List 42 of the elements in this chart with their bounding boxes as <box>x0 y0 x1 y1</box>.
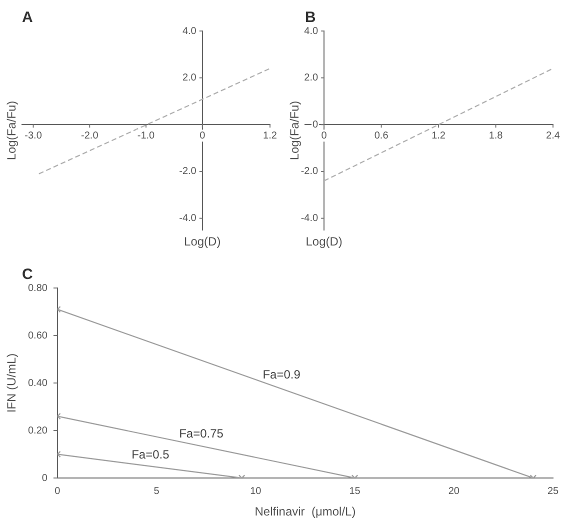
x-tick-label: -3.0 <box>24 130 42 142</box>
x-tick-label: 0 <box>200 130 206 142</box>
chart-title: B <box>305 9 316 26</box>
chart-title: C <box>22 266 33 284</box>
x-tick-label: 1.2 <box>263 130 278 142</box>
series-label: Fa=0.9 <box>262 368 301 382</box>
x-axis-title: Log(D) <box>306 234 342 248</box>
x-tick-label: 0 <box>321 130 328 142</box>
x-tick-label: -2.0 <box>81 130 99 142</box>
y-tick-label: 0.20 <box>28 425 48 436</box>
y-axis-title: Log(Fa/Fu) <box>4 100 18 160</box>
x-tick-label: 15 <box>349 486 361 497</box>
series-label: Fa=0.5 <box>132 447 170 462</box>
y-tick-label: 0.40 <box>28 378 48 389</box>
x-tick-label: 20 <box>448 486 460 497</box>
x-tick-label: 0.6 <box>374 130 389 142</box>
y-tick-label: -4.0 <box>179 213 197 224</box>
y-tick-label: 0.60 <box>28 330 48 342</box>
x-tick-label: 1.2 <box>432 130 446 142</box>
x-tick-label: 25 <box>547 486 559 497</box>
y-tick-label: 0 <box>42 472 48 484</box>
x-tick-label: 2.4 <box>546 130 560 142</box>
y-tick-label: 0.80 <box>28 282 48 294</box>
y-tick-label: 2.0 <box>182 72 197 84</box>
y-axis-title: Log(Fa/Fu) <box>287 100 302 160</box>
chart-title: A <box>22 9 33 26</box>
x-axis-title: Nelfinavir (μmol/L) <box>254 504 356 518</box>
y-tick-label: 4.0 <box>182 26 197 37</box>
x-axis-title: Log(D) <box>184 234 221 248</box>
y-tick-label: 4.0 <box>304 26 319 37</box>
x-tick-label: -1.0 <box>137 130 156 142</box>
y-tick-label: -4.0 <box>300 213 319 224</box>
y-axis-title: IFN (U/mL) <box>4 353 18 413</box>
x-tick-label: 0 <box>54 486 61 497</box>
series-label: Fa=0.75 <box>179 426 224 440</box>
x-tick-label: 1.8 <box>488 130 504 142</box>
y-tick-label: -2.0 <box>300 166 319 178</box>
x-tick-label: 5 <box>154 486 160 497</box>
y-tick-label: 0 <box>312 119 319 130</box>
y-tick-label: 2.0 <box>304 72 319 84</box>
y-tick-label: -2.0 <box>179 166 197 178</box>
x-tick-label: 10 <box>250 486 262 497</box>
